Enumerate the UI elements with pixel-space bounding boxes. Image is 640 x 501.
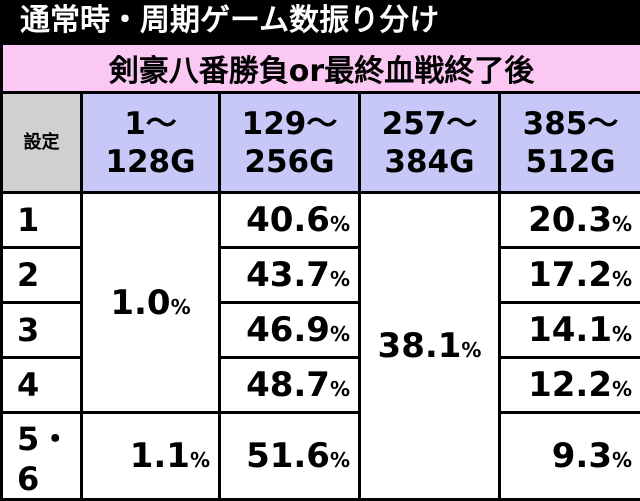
- page: 通常時・周期ゲーム数振り分け 剣豪八番勝負or最終血戦終了後 設定 1～128G…: [0, 0, 640, 483]
- subtitle: 剣豪八番勝負or最終血戦終了後: [2, 44, 640, 93]
- value: 43.7: [246, 255, 330, 295]
- value-cell: 51.6%: [220, 413, 360, 500]
- header-line: 384G: [361, 143, 498, 181]
- setting: 5・6: [2, 413, 82, 500]
- value: 17.2: [528, 255, 612, 295]
- table: 剣豪八番勝負or最終血戦終了後 設定 1～128G 129～256G 257～3…: [0, 42, 640, 501]
- title: 通常時・周期ゲーム数振り分け: [0, 0, 640, 42]
- value-cell: 1.0%: [82, 193, 220, 413]
- unit: %: [330, 322, 350, 346]
- value-cell: 40.6%: [220, 193, 360, 248]
- value: 9.3: [552, 436, 612, 476]
- value: 51.6: [246, 436, 330, 476]
- header-line: 129～: [221, 105, 358, 143]
- value-cell: 20.3%: [500, 193, 640, 248]
- header-line: 257～: [361, 105, 498, 143]
- value: 40.6: [246, 200, 330, 240]
- header-cell: 257～384G: [360, 93, 500, 193]
- value-cell: 1.1%: [82, 413, 220, 500]
- row: 1 1.0% 40.6% 38.1% 20.3%: [2, 193, 640, 248]
- setting: 3: [2, 303, 82, 358]
- value: 46.9: [246, 310, 330, 350]
- unit: %: [612, 212, 632, 236]
- header-cell: 129～256G: [220, 93, 360, 193]
- value-cell: 12.2%: [500, 358, 640, 413]
- header-line: 512G: [501, 143, 640, 181]
- value: 12.2: [528, 365, 612, 405]
- header-line: 128G: [83, 143, 218, 181]
- setting: 2: [2, 248, 82, 303]
- unit: %: [330, 212, 350, 236]
- unit: %: [612, 448, 632, 472]
- value-cell: 14.1%: [500, 303, 640, 358]
- value: 20.3: [528, 200, 612, 240]
- setting: 1: [2, 193, 82, 248]
- value: 38.1: [378, 326, 462, 366]
- header-cell: 1～128G: [82, 93, 220, 193]
- value-cell: 17.2%: [500, 248, 640, 303]
- value-cell: 9.3%: [500, 413, 640, 500]
- header-cell: 設定: [2, 93, 82, 193]
- value-cell: 48.7%: [220, 358, 360, 413]
- header-line: 1～: [83, 105, 218, 143]
- value: 14.1: [528, 310, 612, 350]
- unit: %: [612, 267, 632, 291]
- setting: 4: [2, 358, 82, 413]
- value-cell: 43.7%: [220, 248, 360, 303]
- unit: %: [612, 377, 632, 401]
- header-cell: 385～512G: [500, 93, 640, 193]
- unit: %: [461, 338, 481, 362]
- unit: %: [190, 448, 210, 472]
- value: 1.1: [130, 436, 190, 476]
- unit: %: [330, 448, 350, 472]
- value-cell: 38.1%: [360, 193, 500, 500]
- unit: %: [330, 267, 350, 291]
- value-cell: 46.9%: [220, 303, 360, 358]
- unit: %: [171, 295, 191, 319]
- unit: %: [612, 322, 632, 346]
- unit: %: [330, 377, 350, 401]
- row: 5・6 1.1% 51.6% 9.3%: [2, 413, 640, 500]
- value: 48.7: [246, 365, 330, 405]
- header-line: 385～: [501, 105, 640, 143]
- value: 1.0: [110, 283, 170, 323]
- header-line: 256G: [221, 143, 358, 181]
